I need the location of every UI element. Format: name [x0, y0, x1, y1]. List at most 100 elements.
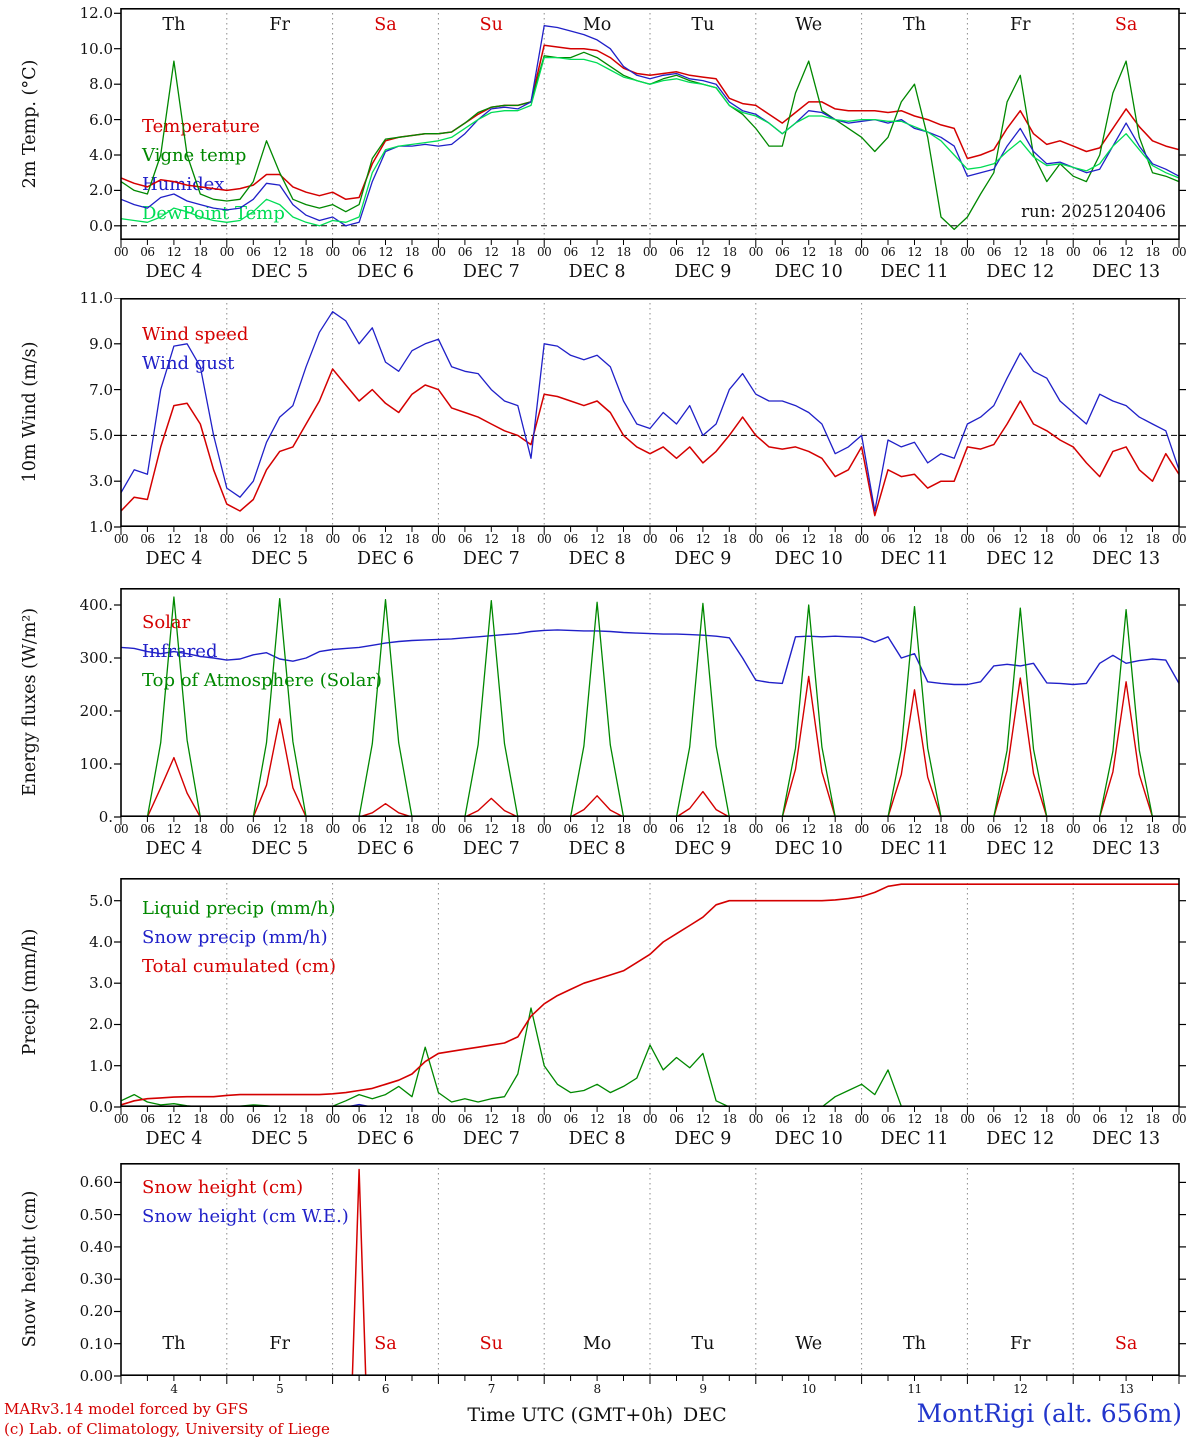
- hour-tick-label: 06: [140, 245, 155, 259]
- hour-tick-label: 06: [457, 822, 473, 836]
- hour-tick-label: 18: [510, 822, 526, 836]
- hour-tick-label: 00: [748, 822, 764, 836]
- hour-tick-label: 12: [1013, 822, 1028, 836]
- y-tick-label: 10.0: [79, 39, 113, 58]
- hour-tick-label: 00: [642, 822, 658, 836]
- hour-tick-label: 00: [219, 532, 235, 546]
- hour-tick-label: 06: [351, 1112, 367, 1126]
- legend-solar: Solar: [142, 612, 191, 633]
- y-tick-label: 200.: [79, 701, 113, 720]
- date-label: DEC 8: [568, 549, 626, 569]
- y-tick-label: 0.: [98, 808, 113, 826]
- y-tick-label: 4.0: [89, 145, 113, 164]
- hour-tick-label: 00: [325, 822, 340, 836]
- series-group: [121, 596, 1179, 817]
- hour-tick-label: 12: [1118, 532, 1134, 546]
- hour-tick-label: 12: [589, 245, 605, 259]
- hour-tick-label: 00: [960, 1112, 975, 1126]
- weekday-label: Su: [479, 15, 503, 35]
- hour-tick-label: 18: [616, 245, 631, 259]
- date-label: DEC 7: [462, 262, 520, 282]
- y-tick-label: 0.40: [79, 1237, 113, 1256]
- hour-tick-label: 12: [272, 245, 288, 259]
- hour-tick-label: 00: [748, 532, 764, 546]
- hour-tick-label: 00: [854, 245, 869, 259]
- hour-tick-label: 12: [378, 822, 393, 836]
- day-number-label: 6: [381, 1382, 390, 1396]
- date-label: DEC 8: [568, 1129, 626, 1149]
- y-tick-label: 0.20: [79, 1302, 113, 1321]
- hour-tick-label: 18: [933, 822, 949, 836]
- date-label: DEC 11: [880, 549, 949, 569]
- hour-tick-label: 06: [775, 822, 790, 836]
- weekday-label: Mo: [582, 1334, 612, 1354]
- hour-tick-label: 06: [140, 1112, 155, 1126]
- weekday-label: Fr: [1010, 15, 1031, 35]
- hour-tick-label: 06: [880, 245, 896, 259]
- panel-energy: [114, 588, 1186, 825]
- hour-tick-label: 06: [986, 245, 1002, 259]
- hour-tick-label: 06: [775, 245, 790, 259]
- series-solar: [121, 675, 1179, 817]
- hour-tick-label: 12: [272, 822, 288, 836]
- hour-tick-label: 12: [589, 532, 605, 546]
- hour-tick-label: 06: [1092, 1112, 1108, 1126]
- date-label: DEC 10: [774, 1129, 843, 1149]
- y-tick-label: 0.00: [79, 1367, 113, 1385]
- series-snow-height: [121, 1168, 1179, 1376]
- hour-tick-label: 00: [1171, 245, 1187, 259]
- hour-tick-label: 06: [880, 532, 896, 546]
- hour-tick-label: 00: [1171, 532, 1187, 546]
- hour-tick-label: 12: [801, 822, 817, 836]
- plot-frame: [120, 878, 1180, 1107]
- plot-frame: [120, 298, 1180, 527]
- date-label: DEC 10: [774, 549, 843, 569]
- hour-tick-label: 18: [404, 1112, 420, 1126]
- date-label: DEC 11: [880, 262, 949, 282]
- hour-tick-label: 00: [1066, 532, 1081, 546]
- series-infrared: [121, 629, 1179, 686]
- hour-tick-label: 00: [642, 532, 658, 546]
- hour-tick-label: 12: [1013, 245, 1028, 259]
- day-number-label: 12: [1013, 1382, 1028, 1396]
- hour-tick-label: 00: [431, 1112, 446, 1126]
- hour-tick-label: 00: [1171, 1112, 1187, 1126]
- hour-tick-label: 12: [166, 1112, 182, 1126]
- hour-tick-label: 00: [748, 245, 764, 259]
- hour-tick-label: 00: [960, 822, 975, 836]
- series-temperature: [121, 44, 1179, 201]
- weekday-label: Su: [479, 1334, 503, 1354]
- hour-tick-label: 18: [193, 532, 208, 546]
- date-label: DEC 9: [674, 839, 732, 859]
- hour-tick-label: 00: [325, 532, 340, 546]
- hour-tick-label: 18: [193, 822, 208, 836]
- hour-tick-label: 00: [854, 822, 869, 836]
- hour-tick-label: 18: [299, 1112, 314, 1126]
- hour-tick-label: 18: [1039, 822, 1055, 836]
- hour-tick-label: 00: [537, 532, 552, 546]
- weekday-label: Th: [903, 15, 926, 35]
- date-label: DEC 5: [251, 1129, 309, 1149]
- hour-tick-label: 00: [960, 532, 975, 546]
- hour-tick-label: 06: [669, 245, 684, 259]
- weekday-label: Fr: [1010, 1334, 1031, 1354]
- hour-tick-label: 12: [166, 822, 182, 836]
- y-tick-label: 0.0: [89, 1098, 113, 1116]
- hour-tick-label: 00: [537, 245, 552, 259]
- hour-tick-label: 18: [404, 822, 420, 836]
- hour-tick-label: 00: [219, 822, 235, 836]
- hour-tick-label: 12: [1013, 532, 1028, 546]
- y-tick-label: 0.60: [79, 1173, 113, 1192]
- hour-tick-label: 18: [193, 245, 208, 259]
- hour-tick-label: 00: [854, 1112, 869, 1126]
- hour-tick-label: 00: [1066, 1112, 1081, 1126]
- y-tick-label: 100.: [79, 754, 113, 773]
- hour-tick-label: 18: [828, 245, 843, 259]
- date-label: DEC 12: [986, 549, 1055, 569]
- hour-tick-label: 18: [722, 822, 737, 836]
- legend-wind-speed: Wind speed: [142, 324, 249, 345]
- weekday-label: Th: [903, 1334, 926, 1354]
- weekday-label: We: [795, 1334, 823, 1354]
- hour-tick-label: 12: [695, 245, 711, 259]
- y-tick-label: 9.0: [89, 334, 113, 353]
